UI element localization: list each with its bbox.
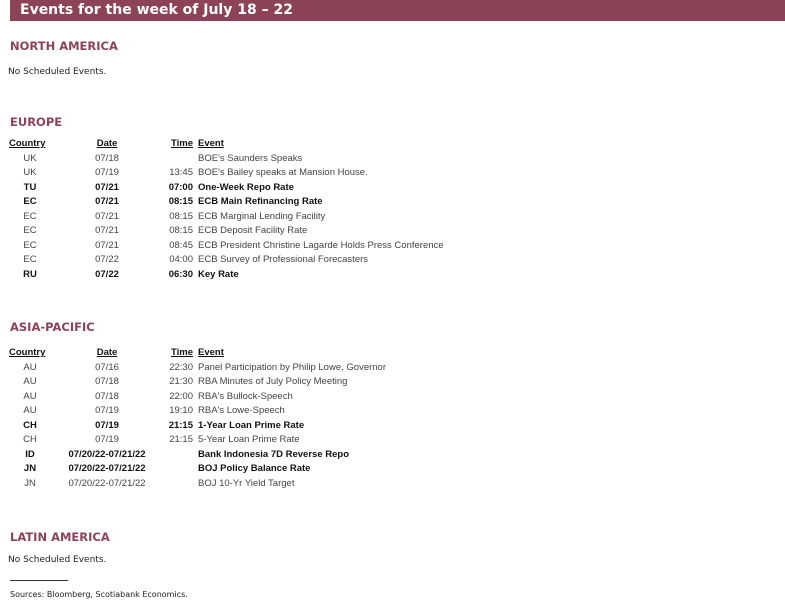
cell-country: AU (23, 405, 37, 416)
cell-date: 07/18 (95, 152, 119, 164)
cell-event: ECB Survey of Professional Forecasters (198, 254, 369, 265)
page-title: Events for the week of July 18 – 22 (10, 0, 785, 21)
cell-country: EC (23, 225, 37, 236)
cell-event: ECB President Christine Lagarde Holds Pr… (198, 239, 444, 251)
cell-country: JN (23, 463, 37, 474)
cell-date: 07/21 (95, 181, 119, 193)
cell-date: 07/22 (95, 254, 119, 265)
cell-time: 08:15 (169, 210, 193, 222)
cell-time: 21:15 (169, 434, 193, 445)
cell-event: RBA's Bullock-Speech (198, 390, 293, 402)
cell-event: One-Week Repo Rate (198, 181, 294, 193)
cell-country: JN (24, 477, 36, 489)
cell-time: 22:00 (169, 390, 193, 402)
cell-event: Panel Participation by Philip Lowe, Gove… (198, 361, 386, 373)
cell-time: 06:30 (168, 268, 193, 280)
region-heading-europe: EUROPE (10, 115, 63, 129)
cell-date: 07/21 (95, 225, 119, 236)
cell-country: AU (23, 361, 37, 373)
cell-time: 08:15 (169, 225, 193, 236)
cell-time: 08:15 (168, 196, 193, 207)
cell-date: 07/18 (95, 390, 119, 402)
cell-event: BOJ Policy Balance Rate (198, 463, 311, 474)
cell-event: ECB Marginal Lending Facility (198, 210, 326, 222)
region-heading-north-america: NORTH AMERICA (10, 39, 118, 53)
cell-event: 1-Year Loan Prime Rate (198, 419, 305, 431)
region-heading-latin-america: LATIN AMERICA (10, 530, 110, 544)
cell-event: RBA's Lowe-Speech (198, 405, 285, 416)
cell-date: 07/19 (95, 434, 119, 445)
cell-time: 07:00 (168, 181, 193, 193)
header-date: Date (96, 347, 118, 358)
cell-date: 07/18 (95, 376, 119, 387)
cell-country: UK (23, 152, 37, 164)
cell-country: EC (23, 254, 37, 265)
cell-country: CH (23, 419, 37, 431)
cell-event: ECB Main Refinancing Rate (198, 196, 323, 207)
cell-date: 07/21 (95, 210, 119, 222)
cell-country: TU (23, 181, 37, 193)
header-country: Country (9, 138, 46, 149)
header-event: Event (198, 347, 224, 358)
cell-event: BOE's Bailey speaks at Mansion House. (198, 167, 368, 178)
cell-date: 07/20/22-07/21/22 (68, 463, 146, 474)
cell-event: BOE's Saunders Speaks (198, 152, 303, 164)
cell-date: 07/20/22-07/21/22 (68, 448, 146, 460)
sources-note: Sources: Bloomberg, Scotiabank Economics… (10, 590, 188, 599)
header-event: Event (198, 138, 224, 149)
cell-country: ID (25, 448, 35, 460)
cell-country: AU (23, 376, 37, 387)
cell-time: 08:45 (169, 239, 193, 251)
footnote-divider (10, 580, 68, 581)
region-heading-asia-pacific: ASIA-PACIFIC (10, 320, 95, 334)
cell-event: 5-Year Loan Prime Rate (198, 434, 300, 445)
cell-event: Key Rate (198, 268, 239, 280)
header-date: Date (96, 138, 118, 149)
cell-time: 22:30 (169, 361, 193, 373)
cell-event: RBA Minutes of July Policy Meeting (198, 376, 348, 387)
cell-country: EC (23, 239, 37, 251)
cell-date: 07/22 (95, 268, 119, 280)
cell-date: 07/21 (95, 239, 119, 251)
header-time: Time (170, 138, 193, 149)
cell-country: CH (23, 434, 37, 445)
cell-country: RU (23, 268, 37, 280)
cell-date: 07/19 (95, 405, 119, 416)
cell-country: EC (23, 196, 37, 207)
cell-date: 07/19 (95, 167, 119, 178)
cell-event: BOJ 10-Yr Yield Target (198, 477, 295, 489)
cell-country: AU (23, 390, 37, 402)
header-country: Country (9, 347, 46, 358)
no-events-note: No Scheduled Events. (8, 555, 107, 565)
cell-date: 07/21 (95, 196, 119, 207)
no-events-note: No Scheduled Events. (8, 67, 107, 77)
cell-country: EC (23, 210, 37, 222)
header-time: Time (170, 347, 193, 358)
cell-event: ECB Deposit Facility Rate (198, 225, 308, 236)
cell-time: 21:30 (169, 376, 193, 387)
cell-date: 07/16 (95, 361, 119, 373)
cell-time: 21:15 (168, 419, 193, 431)
cell-country: UK (23, 167, 37, 178)
cell-date: 07/19 (95, 419, 119, 431)
cell-event: Bank Indonesia 7D Reverse Repo (198, 448, 349, 460)
cell-date: 07/20/22-07/21/22 (68, 477, 146, 489)
cell-time: 13:45 (169, 167, 193, 178)
cell-time: 04:00 (169, 254, 193, 265)
cell-time: 19:10 (169, 405, 193, 416)
